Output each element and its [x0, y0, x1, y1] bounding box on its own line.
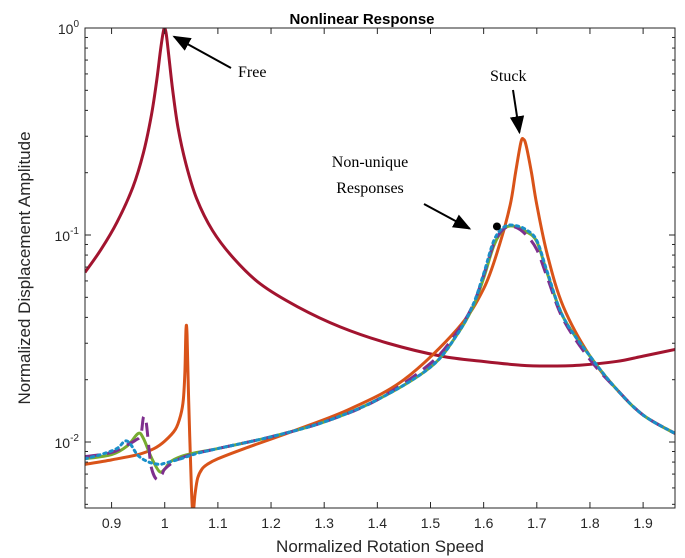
series-line-1: [85, 28, 675, 368]
y-tick-label: 10-2: [55, 433, 80, 451]
marker-point: [492, 222, 501, 231]
x-axis-label: Normalized Rotation Speed: [276, 537, 484, 556]
x-tick-label: 0.9: [102, 515, 122, 531]
x-tick-label: 1.4: [368, 515, 388, 531]
annotation-nonunique-line2: Responses: [336, 180, 404, 197]
annotation-free: Free: [238, 64, 266, 81]
annotation-layer: Free Stuck Non-unique Responses: [172, 35, 526, 230]
series-layer: [85, 28, 675, 508]
x-tick-label: 1.8: [580, 515, 600, 531]
axes-layer: 0.9 1 1.1 1.2 1.3 1.4 1.5 1.6 1.7 1.8 1.9 100 10-1 10…: [55, 19, 676, 531]
annotation-stuck: Stuck: [490, 68, 526, 85]
y-tick-label: 10-1: [55, 226, 80, 244]
arrow-free: [172, 35, 232, 69]
x-tick-label: 1: [161, 515, 169, 531]
x-tick-label: 1.7: [527, 515, 547, 531]
series-line-5: [85, 223, 675, 466]
x-tick-label: 1.3: [314, 515, 334, 531]
series-line-2: [85, 137, 675, 508]
plot-area: [85, 28, 675, 508]
y-axis-label: Normalized Displacement Amplitude: [15, 131, 34, 404]
x-tick-label: 1.6: [474, 515, 494, 531]
y-tick-label: 100: [58, 19, 80, 37]
x-tick-label: 1.2: [261, 515, 281, 531]
arrow-stuck: [509, 89, 525, 135]
annotation-nonunique-line1: Non-unique: [332, 154, 408, 171]
x-tick-label: 1.5: [421, 515, 441, 531]
series-line-4: [85, 224, 675, 481]
arrow-nonunique: [423, 203, 472, 230]
axes-box: [84, 27, 676, 509]
chart-title: Nonlinear Response: [289, 11, 434, 28]
x-tick-label: 1.1: [208, 515, 228, 531]
x-tick-label: 1.9: [633, 515, 653, 531]
